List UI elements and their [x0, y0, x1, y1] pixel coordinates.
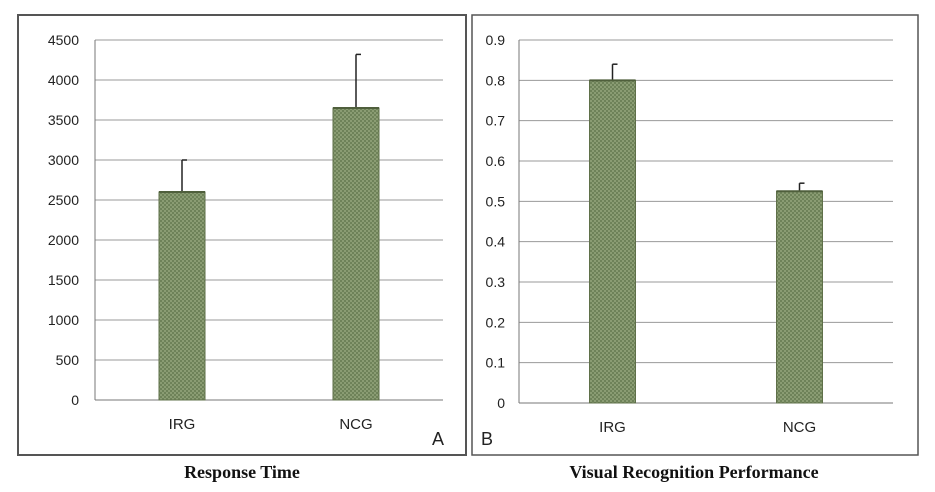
y-tick-label: 1000	[48, 312, 79, 328]
y-tick-label: 500	[56, 352, 80, 368]
y-tick-label: 3000	[48, 152, 79, 168]
y-tick-label: 4500	[48, 32, 79, 48]
bar-irg	[589, 79, 636, 404]
panel-a-frame	[17, 14, 467, 456]
x-tick-label: NCG	[339, 416, 372, 433]
y-tick-label: 0.1	[486, 355, 506, 371]
panel-a: 0 500 1000 1500 2000 2500 3000 3500 4000 4500 IRG N…	[48, 32, 443, 433]
y-tick-label: 0.8	[486, 72, 506, 88]
y-tick-label: 0.9	[486, 32, 506, 48]
y-tick-label: 0.6	[486, 153, 506, 169]
y-tick-label: 0	[71, 392, 79, 408]
y-tick-label: 0.2	[486, 314, 506, 330]
y-tick-label: 2500	[48, 192, 79, 208]
panel-b: 0 0.1 0.2 0.3 0.4 0.5 0.6 0.7 0.8 0.9 IRG NCG	[486, 32, 893, 436]
y-tick-label: 1500	[48, 272, 79, 288]
y-tick-label: 4000	[48, 72, 79, 88]
x-tick-label: IRG	[599, 419, 626, 436]
y-tick-label: 0.4	[486, 234, 506, 250]
y-tick-label: 0.7	[486, 113, 506, 129]
x-tick-label: IRG	[169, 416, 196, 433]
bar-irg	[158, 191, 206, 401]
y-tick-label: 3500	[48, 112, 79, 128]
panel-a-label: A	[432, 429, 444, 449]
x-tick-label: NCG	[783, 419, 816, 436]
y-tick-label: 0	[497, 395, 505, 411]
y-tick-label: 2000	[48, 232, 79, 248]
y-tick-label: 0.3	[486, 274, 506, 290]
y-tick-label: 0.5	[486, 193, 506, 209]
panel-b-label: B	[481, 429, 493, 449]
bar-ncg	[776, 190, 823, 404]
panel-a-caption: Response Time	[184, 462, 300, 482]
panel-b-frame	[471, 14, 919, 456]
panel-b-caption: Visual Recognition Performance	[569, 462, 819, 482]
bar-ncg	[332, 107, 380, 401]
figure: 0 500 1000 1500 2000 2500 3000 3500 4000 4500 IRG N…	[17, 14, 919, 456]
